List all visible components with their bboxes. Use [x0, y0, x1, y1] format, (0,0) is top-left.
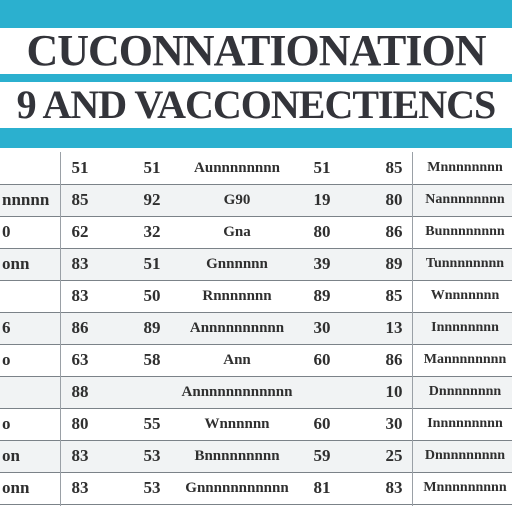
table-cell-n2: 51 [143, 254, 161, 273]
table-cell-n4: 86 [385, 222, 403, 241]
table-cell-n3: 81 [313, 478, 331, 497]
table-row: onn 83 53 Gnnnnnnnnnnn 81 83 Mnnnnnnnnn [0, 472, 512, 505]
table-cell-mid: Gnnnnnn [206, 256, 268, 272]
table-cell-n1: 85 [71, 190, 89, 209]
table-cell-name: onn [2, 478, 30, 497]
table-cell-n4: 85 [385, 158, 403, 177]
table-cell-mid: Gna [223, 224, 251, 240]
table-cell-n3: 19 [313, 190, 331, 209]
column-divider [412, 152, 413, 506]
table-cell-n4: 25 [385, 446, 403, 465]
table-cell-right: Mannnnnnnn [423, 352, 507, 367]
data-table: onn 83 53 Gnnnnnnnnnnn 81 83 Mnnnnnnnnn on 83 53 B… [0, 152, 512, 506]
title-line-2: 9 AND VACCONECTIENCS [0, 82, 512, 128]
column-divider [60, 152, 61, 506]
table-cell-n2: 53 [143, 478, 161, 497]
table-cell-n1: 62 [71, 222, 89, 241]
table-cell-n4: 10 [385, 382, 403, 401]
table-cell-n3 [300, 376, 344, 408]
table-row: 0 62 32 Gna 80 86 Bunnnnnnnn [0, 216, 512, 249]
table-cell-n3: 30 [313, 318, 331, 337]
table-cell-n4: 30 [385, 414, 403, 433]
table-cell-name [0, 152, 62, 184]
table-cell-n4: 86 [385, 350, 403, 369]
table-cell-right: Dnnnnnnnnn [424, 448, 506, 463]
table-row: 51 51 Aunnnnnnnn 51 85 Mnnnnnnnn [0, 152, 512, 185]
table-cell-n2: 55 [143, 414, 161, 433]
table-cell-mid: Aunnnnnnnn [194, 160, 280, 176]
table-cell-right: Innnnnnnn [431, 320, 499, 335]
table-cell-n4: 85 [385, 286, 403, 305]
table-cell-n3: 39 [313, 254, 331, 273]
table-cell-right: Mnnnnnnnn [427, 160, 503, 175]
table-cell-n2: 58 [143, 350, 161, 369]
table-row: on 83 53 Bnnnnnnnnn 59 25 Dnnnnnnnnn [0, 440, 512, 473]
table-cell-n3: 89 [313, 286, 331, 305]
table-cell-n1: 63 [71, 350, 89, 369]
table-cell-name [0, 376, 62, 408]
table-cell-right: Wnnnnnnn [430, 288, 500, 303]
table-cell-n4: 13 [385, 318, 403, 337]
table-cell-right: Mnnnnnnnnn [423, 480, 507, 495]
table-cell-right: Dnnnnnnnn [428, 384, 502, 399]
table-cell-mid: Ann [223, 352, 251, 368]
table-cell-name: 0 [2, 222, 11, 241]
table-cell-n1: 83 [71, 286, 89, 305]
table-row: 83 50 Rnnnnnnn 89 85 Wnnnnnnn [0, 280, 512, 313]
table-cell-right: Innnnnnnnn [427, 416, 503, 431]
table-cell-n3: 60 [313, 414, 331, 433]
table-cell-mid: G90 [223, 192, 251, 208]
table-row: 88 Annnnnnnnnnnn 10 Dnnnnnnnn [0, 376, 512, 409]
table-cell-n4: 80 [385, 190, 403, 209]
title-banner: CUCONNATIONATION 9 AND VACCONECTIENCS [0, 0, 512, 148]
table-cell-name: o [2, 414, 11, 433]
table-cell-n2: 50 [143, 286, 161, 305]
table-row: onn 83 51 Gnnnnnn 39 89 Tunnnnnnnn [0, 248, 512, 281]
table-cell-n3: 80 [313, 222, 331, 241]
table-cell-mid: Annnnnnnnnnnn [181, 384, 293, 400]
table-cell-n2: 92 [143, 190, 161, 209]
title-line-1: CUCONNATIONATION [0, 28, 512, 74]
table-cell-right: Nannnnnnnn [425, 192, 505, 207]
table-cell-n1: 80 [71, 414, 89, 433]
table-cell-name: on [2, 446, 20, 465]
table-cell-n3: 51 [313, 158, 331, 177]
table-cell-mid: Rnnnnnnn [202, 288, 272, 304]
table-cell-mid: Wnnnnnn [204, 416, 270, 432]
table-cell-n4: 83 [385, 478, 403, 497]
table-cell-n2: 51 [143, 158, 161, 177]
table-cell-mid: Gnnnnnnnnnnn [185, 480, 289, 496]
table-cell-n1: 83 [71, 478, 89, 497]
table-cell-mid: Bnnnnnnnnn [194, 448, 280, 464]
table-cell-n4: 89 [385, 254, 403, 273]
table-cell-name: nnnnn [2, 190, 50, 209]
table-cell-n1: 83 [71, 254, 89, 273]
table-cell-name: 6 [2, 318, 11, 337]
table-cell-n2: 53 [143, 446, 161, 465]
table-cell-n3: 60 [313, 350, 331, 369]
table-row: nnnnn 85 92 G90 19 80 Nannnnnnnn [0, 184, 512, 217]
table-cell-n2 [132, 376, 172, 408]
table-cell-mid: Annnnnnnnnn [189, 320, 285, 336]
table-cell-n1: 88 [71, 382, 89, 401]
table-cell-n2: 89 [143, 318, 161, 337]
table-cell-n1: 83 [71, 446, 89, 465]
table-cell-name: onn [2, 254, 30, 273]
table-row: o 80 55 Wnnnnnn 60 30 Innnnnnnnn [0, 408, 512, 441]
table-cell-name [0, 280, 62, 312]
table-cell-name: o [2, 350, 11, 369]
table-cell-n1: 51 [71, 158, 89, 177]
table-cell-right: Bunnnnnnnn [425, 224, 505, 239]
table-row: o 63 58 Ann 60 86 Mannnnnnnn [0, 344, 512, 377]
table-cell-n2: 32 [143, 222, 161, 241]
table-cell-right: Tunnnnnnnn [425, 256, 505, 271]
table-cell-n1: 86 [71, 318, 89, 337]
table-cell-n3: 59 [313, 446, 331, 465]
table-row: 6 86 89 Annnnnnnnnn 30 13 Innnnnnnn [0, 312, 512, 345]
